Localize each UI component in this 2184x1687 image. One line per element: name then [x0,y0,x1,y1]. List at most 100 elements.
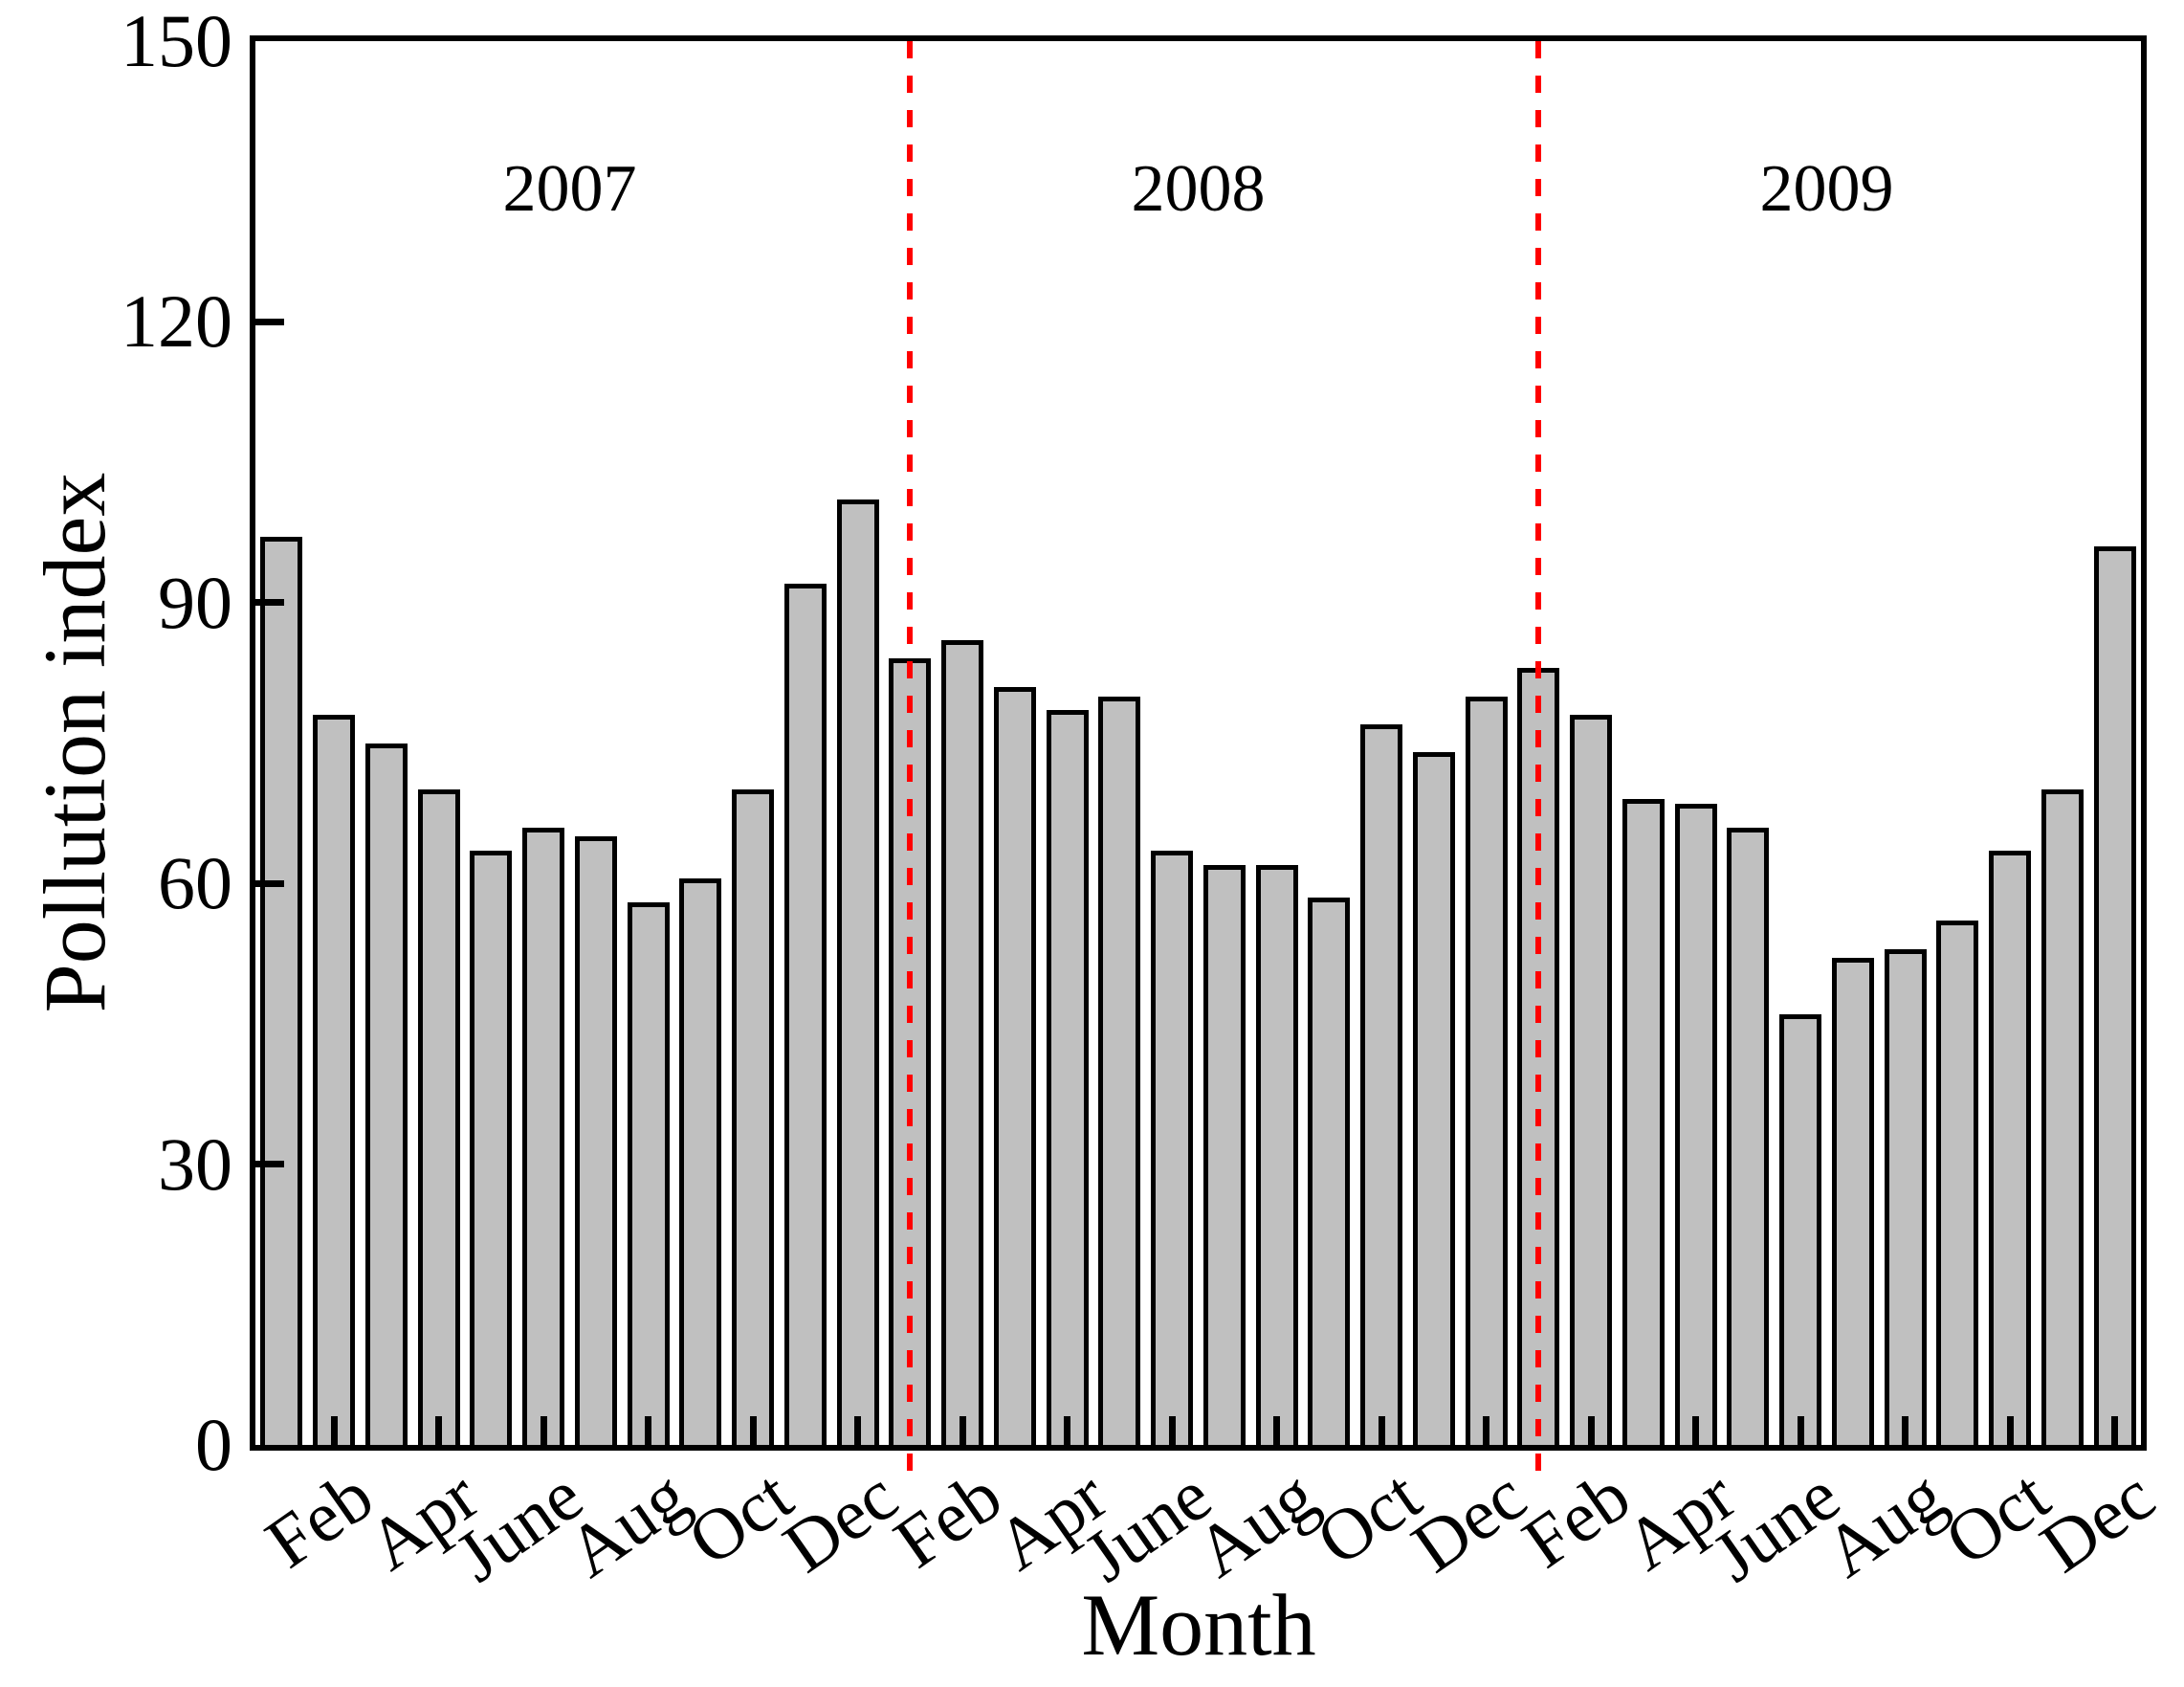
bar-2008-m12 [1465,696,1508,1445]
x-tick-Aug-1 [1273,1416,1281,1445]
bar-slot [780,41,832,1445]
year-label-2008: 2008 [1131,152,1266,226]
bar-slot [1146,41,1199,1445]
y-tick-label-30: 30 [158,1121,232,1206]
bar-2008-m3 [993,686,1036,1445]
bar-2009-m12 [2093,546,2136,1445]
bar-slot [2037,41,2089,1445]
y-tick-label-0: 0 [195,1403,232,1486]
bar-2008-m5 [1098,696,1141,1445]
bar-2008-m6 [1151,850,1194,1445]
y-tick-60 [255,879,284,887]
bar-slot [1669,41,1722,1445]
y-tick-label-150: 150 [121,0,232,82]
bar-2008-m2 [941,639,984,1445]
bar-2007-m10 [732,789,775,1445]
bar-slot [361,41,413,1445]
x-tick-June-2 [1797,1416,1804,1445]
bar-2009-m10 [1989,850,2032,1445]
bar-2008-m10 [1360,723,1403,1445]
bar-slot [570,41,623,1445]
bar-slot [1565,41,1618,1445]
bar-2007-m4 [417,789,460,1445]
bar-2009-m6 [1779,1014,1822,1445]
bar-slot [465,41,518,1445]
bar-2009-m11 [2041,789,2084,1445]
x-tick-Aug-2 [1902,1416,1909,1445]
bar-2007-m11 [783,584,827,1445]
bar-slot [937,41,989,1445]
bar-2008-m7 [1202,864,1246,1445]
y-tick-label-120: 120 [121,279,232,364]
x-tick-Feb-2 [1587,1416,1595,1445]
bar-slot [1775,41,1827,1445]
x-tick-Oct-1 [1378,1416,1385,1445]
year-label-2007: 2007 [502,152,637,226]
bar-2009-m3 [1621,799,1665,1445]
bar-slot [308,41,361,1445]
bar-slot [622,41,674,1445]
x-tick-June-1 [1168,1416,1176,1445]
bar-slot [1984,41,2037,1445]
x-tick-Aug-0 [645,1416,652,1445]
bar-slot [674,41,727,1445]
x-tick-Apr-0 [435,1416,443,1445]
bar-slot [1250,41,1303,1445]
bar-slot [1879,41,1931,1445]
bar-2007-m5 [470,850,513,1445]
year-separator-line-2008-2009 [1535,41,1542,1483]
bar-slot [727,41,780,1445]
bar-2009-m5 [1727,827,1770,1445]
bar-2009-m2 [1570,715,1613,1445]
bar-2007-m12 [836,499,879,1445]
x-tick-Feb-1 [959,1416,966,1445]
x-axis-title: Month [1081,1576,1316,1674]
x-tick-Apr-2 [1692,1416,1700,1445]
bar-slot [1041,41,1093,1445]
bar-slot [1408,41,1461,1445]
bar-slot [1199,41,1251,1445]
bar-slot [255,41,308,1445]
y-tick-120 [255,318,284,325]
bar-2008-m11 [1412,752,1455,1445]
bar-slot [1931,41,1984,1445]
bar-2007-m1 [260,537,303,1445]
bar-slot [989,41,1042,1445]
x-tick-label-Aug-1: Aug [1181,1454,1331,1593]
bar-2007-m7 [574,836,617,1445]
plot-area: 2007 2008 2009 [255,41,2141,1445]
y-tick-label-90: 90 [158,560,232,644]
x-tick-label-Aug-2: Aug [1810,1454,1959,1593]
bars-container [255,41,2141,1445]
bar-2009-m4 [1674,804,1717,1445]
bar-2007-m2 [313,715,356,1445]
bar-slot [1618,41,1670,1445]
year-label-2009: 2009 [1759,152,1894,226]
y-tick-30 [255,1161,284,1168]
x-tick-label-Dec-2: Dec [2026,1454,2169,1588]
bar-2009-m7 [1831,958,1874,1445]
bar-slot [1722,41,1775,1445]
x-tick-Feb-0 [330,1416,338,1445]
bar-slot [1827,41,1880,1445]
bar-slot [1303,41,1356,1445]
y-axis-title: Pollution index [26,472,123,1013]
x-tick-Dec-0 [854,1416,862,1445]
bar-slot [1356,41,1408,1445]
x-tick-Oct-0 [749,1416,757,1445]
bar-2008-m8 [1255,864,1298,1445]
bar-slot [518,41,570,1445]
bar-2008-m4 [1046,710,1089,1445]
y-tick-90 [255,599,284,607]
bar-2007-m3 [364,743,408,1445]
x-tick-Dec-1 [1483,1416,1490,1445]
bar-2009-m8 [1884,948,1927,1445]
y-tick-label-60: 60 [158,841,232,925]
bar-slot [1093,41,1146,1445]
year-separator-line-2007-2008 [907,41,914,1483]
bar-2007-m8 [627,901,670,1445]
x-tick-Oct-2 [2006,1416,2014,1445]
bar-slot [831,41,884,1445]
bar-2007-m9 [679,878,722,1445]
